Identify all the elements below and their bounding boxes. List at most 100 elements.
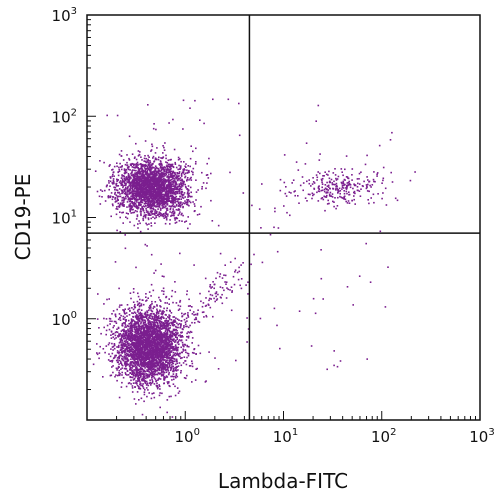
data-point (150, 186, 152, 188)
data-point (183, 356, 186, 358)
data-point (174, 185, 176, 187)
data-point (156, 357, 159, 359)
data-point (143, 190, 145, 193)
data-point (186, 177, 189, 179)
data-point (146, 169, 149, 172)
data-point (120, 183, 123, 186)
data-point (110, 331, 113, 333)
data-point (141, 384, 144, 387)
data-point (157, 362, 160, 364)
data-point (155, 216, 158, 219)
data-point (189, 201, 192, 204)
data-point (146, 206, 149, 209)
data-point (150, 176, 153, 178)
data-point (148, 177, 150, 180)
data-point (135, 333, 137, 336)
data-point (171, 189, 174, 192)
data-point (145, 293, 147, 295)
data-point (132, 288, 135, 290)
data-point (132, 183, 135, 186)
data-point (161, 173, 164, 176)
data-point (112, 181, 115, 183)
data-point (146, 245, 148, 247)
data-point (168, 357, 170, 360)
data-point (128, 184, 131, 187)
data-point (122, 205, 125, 207)
data-point (156, 330, 159, 332)
data-point (135, 191, 137, 193)
data-point (164, 198, 167, 200)
data-point (135, 199, 137, 202)
data-point (148, 306, 150, 309)
data-point (184, 175, 187, 178)
data-point (186, 335, 188, 338)
data-point (154, 319, 157, 322)
data-point (161, 275, 164, 277)
data-point (127, 328, 129, 331)
data-point (148, 156, 150, 158)
data-point (116, 165, 118, 168)
data-point (154, 169, 156, 171)
data-point (159, 324, 161, 327)
data-point (186, 201, 189, 204)
data-point (168, 190, 171, 192)
data-point (175, 177, 178, 180)
data-point (159, 200, 162, 202)
data-point (147, 200, 149, 203)
data-point (138, 351, 141, 354)
data-point (172, 212, 175, 215)
data-point (169, 211, 171, 213)
data-point (164, 222, 167, 225)
data-point (134, 210, 137, 212)
data-point (119, 341, 122, 343)
data-point (141, 314, 144, 317)
data-point (149, 363, 152, 366)
data-point (122, 343, 125, 345)
data-point (186, 356, 188, 359)
data-point (133, 203, 136, 205)
data-point (148, 200, 151, 202)
data-point (149, 313, 152, 315)
data-point (186, 352, 189, 355)
data-point (125, 212, 128, 214)
data-point (133, 343, 136, 346)
data-point (153, 198, 156, 200)
data-point (150, 201, 153, 203)
data-point (138, 195, 140, 198)
data-point (125, 196, 127, 198)
data-point (136, 179, 139, 181)
data-point (182, 169, 185, 172)
data-point (146, 167, 149, 169)
data-point (178, 175, 180, 177)
data-point (133, 192, 136, 195)
data-point (144, 164, 146, 166)
data-point (109, 323, 111, 325)
data-point (183, 173, 186, 176)
data-point (176, 176, 179, 178)
data-point (157, 184, 159, 186)
data-point (147, 201, 150, 204)
data-point (139, 195, 142, 198)
data-point (116, 357, 119, 359)
data-point (187, 170, 190, 172)
data-point (141, 413, 144, 416)
data-point (156, 184, 159, 187)
data-point (131, 334, 134, 337)
data-point (167, 347, 170, 350)
data-point (131, 312, 133, 314)
data-point (119, 317, 121, 319)
data-point (125, 176, 127, 179)
data-point (143, 175, 145, 177)
data-point (161, 370, 163, 372)
data-point (162, 215, 164, 218)
data-point (118, 363, 120, 365)
data-point (179, 206, 182, 208)
data-point (144, 367, 146, 369)
data-point (179, 168, 181, 170)
data-point (139, 168, 141, 170)
data-point (200, 205, 202, 208)
data-point (110, 337, 113, 339)
data-point (150, 196, 153, 199)
data-point (168, 316, 171, 319)
data-point (114, 198, 116, 200)
